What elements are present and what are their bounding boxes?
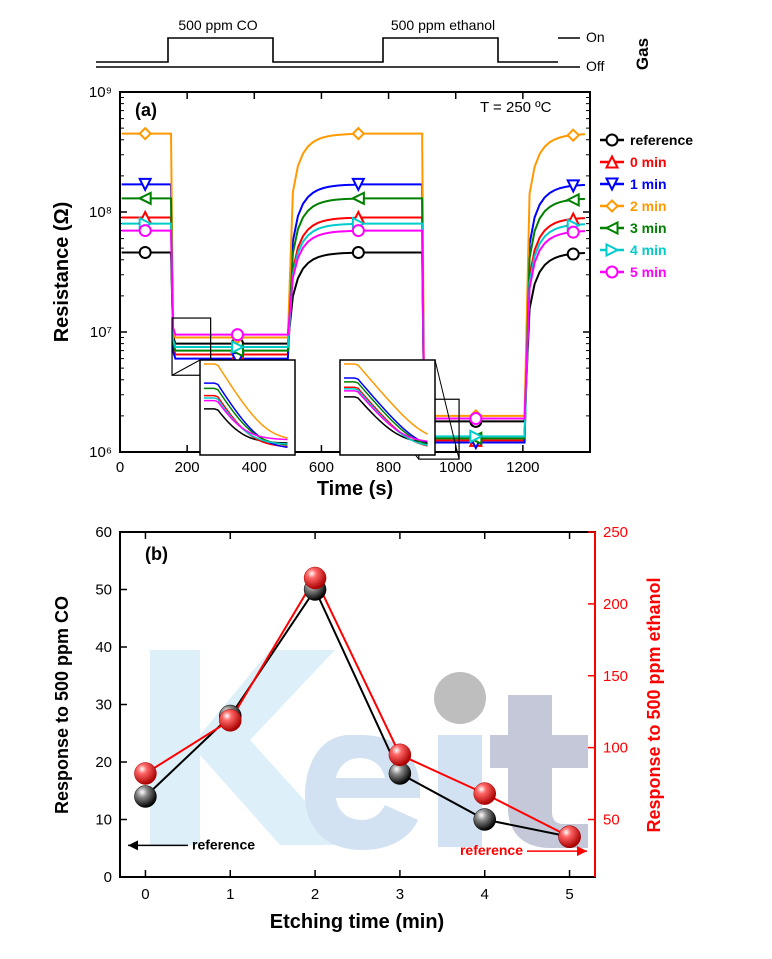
chart-b: Response to 500 ppm CO Response to 500 p… (50, 520, 700, 940)
svg-text:10: 10 (95, 812, 112, 829)
svg-text:2 min: 2 min (630, 198, 667, 214)
x-axis-label-b: Etching time (min) (270, 911, 444, 933)
svg-text:0: 0 (116, 459, 124, 476)
svg-text:150: 150 (603, 668, 628, 685)
panel-label-a: (a) (135, 100, 157, 120)
svg-text:200: 200 (603, 596, 628, 613)
svg-text:3: 3 (396, 886, 404, 903)
svg-text:0: 0 (141, 886, 149, 903)
plot-area-b (120, 532, 595, 877)
svg-text:400: 400 (242, 459, 267, 476)
x-axis-label-a: Time (s) (317, 478, 393, 500)
y-right-label-b: Response to 500 ppm ethanol (644, 577, 664, 832)
svg-text:reference: reference (192, 836, 255, 852)
svg-text:10⁷: 10⁷ (90, 324, 112, 341)
svg-text:20: 20 (95, 754, 112, 771)
svg-text:100: 100 (603, 740, 628, 757)
on-label: On (586, 29, 605, 45)
svg-text:250: 250 (603, 524, 628, 541)
co-label: 500 ppm CO (178, 18, 257, 33)
svg-text:30: 30 (95, 697, 112, 714)
ethanol-label: 500 ppm ethanol (391, 18, 495, 33)
svg-text:4 min: 4 min (630, 242, 667, 258)
gas-axis-label: Gas (633, 38, 652, 70)
svg-text:50: 50 (95, 582, 112, 599)
ref-left: reference (128, 836, 255, 852)
svg-text:4: 4 (481, 886, 489, 903)
svg-text:1: 1 (226, 886, 234, 903)
svg-text:0: 0 (104, 869, 112, 886)
svg-text:600: 600 (309, 459, 334, 476)
inset-1 (200, 360, 295, 455)
inset-2 (340, 360, 435, 455)
svg-text:0 min: 0 min (630, 154, 667, 170)
gas-pulse-line (96, 38, 558, 62)
y-left-label-b: Response to 500 ppm CO (52, 596, 72, 814)
svg-text:40: 40 (95, 639, 112, 656)
svg-text:2: 2 (311, 886, 319, 903)
svg-text:10⁶: 10⁶ (89, 444, 112, 461)
svg-text:800: 800 (376, 459, 401, 476)
svg-text:1000: 1000 (439, 459, 472, 476)
svg-text:reference: reference (460, 842, 523, 858)
svg-text:10⁹: 10⁹ (89, 84, 112, 101)
svg-text:5 min: 5 min (630, 264, 667, 280)
svg-text:1 min: 1 min (630, 176, 667, 192)
svg-text:1200: 1200 (506, 459, 539, 476)
y-axis-label-a: Resistance (Ω) (51, 202, 73, 343)
svg-text:200: 200 (175, 459, 200, 476)
chart-a: Resistance (Ω) Time (s) (a) T = 250 ºC 1… (50, 80, 700, 505)
temp-label: T = 250 ºC (480, 99, 552, 116)
gas-pulse-diagram: 500 ppm CO 500 ppm ethanol On Off Gas (88, 18, 678, 76)
svg-text:60: 60 (95, 524, 112, 541)
series-group-b (134, 567, 580, 848)
svg-text:5: 5 (565, 886, 573, 903)
legend-a: reference 0 min 1 min 2 min 3 min 4 min 5 min (600, 132, 693, 280)
y-left-ticks-b: 0 10 20 30 40 50 60 (95, 524, 127, 886)
svg-text:10⁸: 10⁸ (89, 204, 112, 221)
svg-text:50: 50 (603, 812, 620, 829)
svg-text:3 min: 3 min (630, 220, 667, 236)
panel-label-b: (b) (145, 544, 168, 564)
svg-text:reference: reference (630, 132, 693, 148)
off-label: Off (586, 58, 605, 74)
